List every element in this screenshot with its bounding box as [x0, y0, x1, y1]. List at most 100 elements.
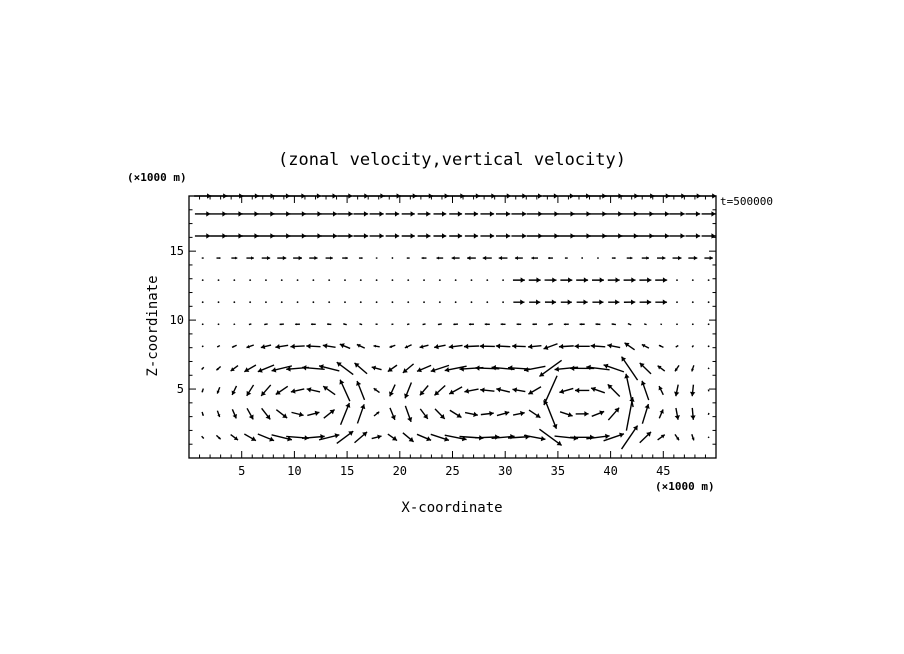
velocity-vector	[579, 323, 585, 326]
y-axis-label: Z-coordinate	[145, 275, 161, 376]
velocity-vector	[419, 408, 429, 420]
vector-dot	[359, 279, 362, 282]
velocity-vector	[462, 193, 481, 199]
velocity-vector	[684, 193, 701, 199]
vector-dot	[454, 301, 457, 304]
velocity-vector	[539, 359, 563, 378]
velocity-vector	[326, 323, 332, 326]
velocity-vector	[511, 211, 527, 217]
velocity-vector	[523, 365, 546, 373]
velocity-vector	[557, 211, 575, 217]
velocity-vector	[275, 409, 288, 419]
y-tick-label: 5	[177, 382, 184, 396]
velocity-vector	[526, 233, 543, 239]
velocity-vector	[658, 385, 664, 396]
velocity-vector	[512, 277, 525, 283]
velocity-vector	[209, 193, 228, 199]
velocity-vector	[511, 233, 527, 239]
time-annotation: t=500000	[720, 195, 773, 208]
velocity-vector	[387, 364, 398, 373]
velocity-vector	[558, 193, 575, 199]
vector-dot	[201, 279, 204, 282]
velocity-vector	[306, 387, 321, 393]
velocity-vector	[620, 193, 639, 199]
velocity-vector	[637, 211, 654, 217]
velocity-vector	[293, 255, 303, 261]
x-tick-label: 25	[445, 464, 459, 478]
velocity-vector	[261, 256, 271, 261]
velocity-vector	[449, 409, 462, 419]
velocity-vector	[544, 277, 557, 283]
velocity-vector	[592, 277, 604, 283]
velocity-vector	[700, 193, 717, 199]
velocity-vector	[514, 256, 523, 260]
velocity-vector	[590, 386, 606, 394]
velocity-vector	[373, 387, 380, 394]
velocity-vector	[230, 365, 239, 372]
velocity-vector	[353, 211, 369, 217]
velocity-vector	[591, 410, 605, 417]
velocity-vector	[542, 193, 559, 199]
velocity-vector	[701, 233, 716, 239]
velocity-vector	[543, 343, 558, 350]
vector-dot	[676, 301, 678, 304]
velocity-vector	[391, 323, 394, 326]
velocity-vector	[685, 233, 701, 239]
velocity-vector	[389, 407, 396, 421]
x-tick-label: 30	[498, 464, 512, 478]
velocity-vector	[243, 433, 257, 442]
velocity-vector	[643, 323, 647, 326]
velocity-vector	[527, 193, 543, 199]
velocity-vector	[201, 411, 204, 416]
velocity-vector	[704, 256, 713, 261]
vector-dot	[344, 279, 346, 282]
velocity-vector	[511, 193, 527, 199]
velocity-vector	[607, 277, 620, 283]
velocity-vector	[621, 211, 639, 217]
velocity-vector	[404, 344, 412, 349]
velocity-vector	[318, 433, 340, 441]
x-tick-label: 20	[393, 464, 407, 478]
vector-dot	[249, 279, 252, 282]
velocity-vector	[675, 344, 679, 348]
velocity-vector	[586, 433, 610, 440]
velocity-vector	[434, 408, 446, 420]
velocity-vector	[210, 233, 227, 239]
velocity-vector	[385, 211, 400, 217]
velocity-vector	[339, 402, 351, 426]
velocity-vector	[419, 344, 429, 349]
velocity-vector	[528, 409, 541, 419]
velocity-vector	[554, 435, 579, 441]
velocity-vector	[201, 435, 205, 439]
velocity-vector	[575, 411, 589, 417]
velocity-vector	[289, 233, 307, 239]
velocity-vector	[641, 403, 650, 424]
velocity-vector	[639, 299, 652, 305]
velocity-vector	[689, 384, 696, 397]
velocity-vector	[430, 364, 450, 373]
vector-dot	[581, 257, 584, 259]
vector-dot	[691, 323, 694, 326]
velocity-vector	[685, 211, 701, 217]
velocity-vector	[369, 211, 384, 217]
velocity-vector	[215, 434, 222, 440]
vector-dot	[249, 301, 252, 304]
velocity-vector	[325, 256, 333, 260]
velocity-vector	[668, 193, 686, 199]
velocity-vector	[707, 412, 710, 415]
velocity-vector	[495, 193, 511, 199]
velocity-vector	[669, 233, 685, 239]
velocity-vector	[658, 409, 664, 419]
velocity-vector	[658, 344, 664, 348]
velocity-vector	[590, 343, 606, 349]
velocity-vector	[401, 233, 415, 239]
velocity-vector	[295, 323, 300, 326]
velocity-vector	[201, 257, 204, 259]
vector-dot	[502, 301, 504, 304]
vector-dot	[407, 301, 410, 304]
velocity-vector	[421, 256, 427, 260]
velocity-vector	[607, 383, 621, 397]
velocity-vector	[194, 193, 212, 199]
velocity-vector	[627, 322, 632, 326]
